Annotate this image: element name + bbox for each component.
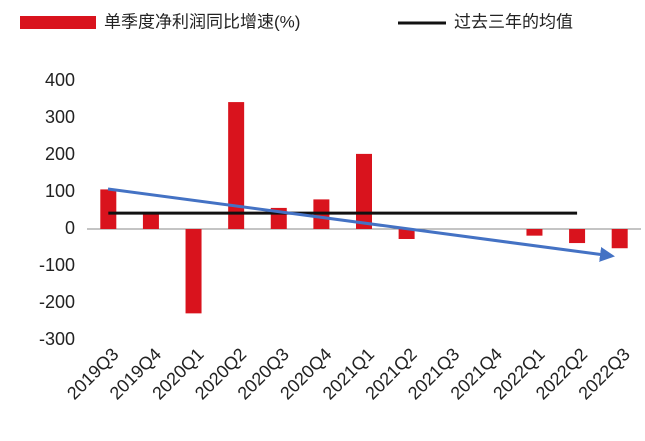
y-tick-label: -300	[39, 329, 75, 349]
legend-label: 过去三年的均值	[454, 12, 573, 31]
plot: -300-200-10001002003004002019Q32019Q4202…	[39, 70, 641, 403]
bar	[100, 189, 117, 229]
bar	[228, 102, 245, 229]
legend-label: 单季度净利润同比增速(%)	[104, 12, 300, 31]
bar	[526, 229, 543, 236]
y-tick-label: 200	[45, 144, 75, 164]
bar	[611, 229, 628, 249]
y-tick-label: 400	[45, 70, 75, 90]
y-tick-label: 0	[65, 218, 75, 238]
y-tick-label: 100	[45, 181, 75, 201]
y-tick-label: -100	[39, 255, 75, 275]
y-tick-label: -200	[39, 292, 75, 312]
legend-swatch	[20, 16, 96, 29]
bar	[398, 229, 415, 239]
bar	[142, 214, 159, 229]
y-tick-label: 300	[45, 107, 75, 127]
bar	[569, 229, 586, 244]
trend-arrow	[107, 187, 615, 262]
bar	[356, 153, 372, 229]
bar	[185, 229, 202, 314]
